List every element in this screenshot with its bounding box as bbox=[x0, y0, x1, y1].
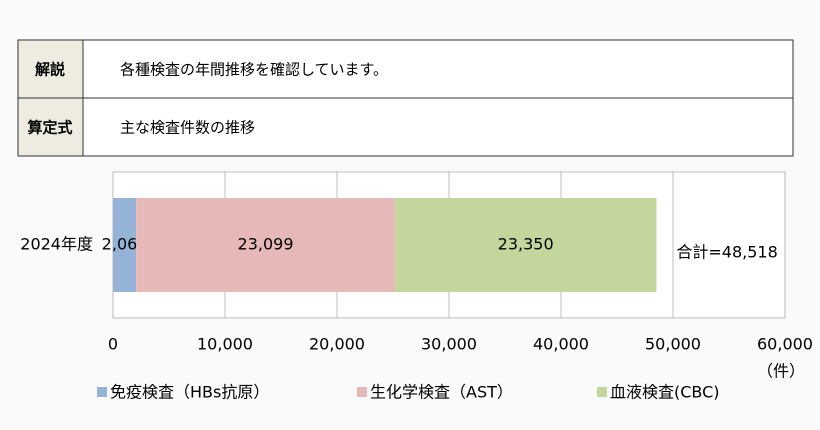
legend-swatch bbox=[97, 387, 107, 397]
bar-segment bbox=[394, 198, 657, 292]
y-tick-label: 2024年度 bbox=[20, 235, 93, 254]
x-tick-label: 60,000 bbox=[757, 335, 813, 354]
legend-label: 生化学検査（AST） bbox=[370, 383, 513, 402]
legend-swatch bbox=[357, 387, 367, 397]
bar-segment bbox=[136, 198, 395, 292]
value-label: 23,099 bbox=[238, 235, 294, 254]
x-tick-label: 10,000 bbox=[197, 335, 253, 354]
x-tick-label: 40,000 bbox=[533, 335, 589, 354]
x-tick-label: 30,000 bbox=[421, 335, 477, 354]
x-tick-label: 50,000 bbox=[645, 335, 701, 354]
table-cell: 各種検査の年間推移を確認しています。 bbox=[120, 61, 388, 79]
table-header: 算定式 bbox=[27, 119, 72, 137]
x-tick-label: 20,000 bbox=[309, 335, 365, 354]
value-label: 23,350 bbox=[498, 235, 554, 254]
total-label: 合計=48,518 bbox=[676, 243, 777, 262]
bar-segment bbox=[113, 198, 137, 292]
x-unit: （件） bbox=[757, 362, 805, 381]
table-cell: 主な検査件数の推移 bbox=[120, 119, 255, 137]
legend-label: 血液検査(CBC) bbox=[610, 383, 720, 402]
table-header: 解説 bbox=[35, 61, 65, 79]
x-tick-label: 0 bbox=[108, 335, 118, 354]
value-label: 2,069 bbox=[102, 235, 148, 254]
legend-label: 免疫検査（HBs抗原） bbox=[110, 383, 269, 402]
legend-swatch bbox=[597, 387, 607, 397]
